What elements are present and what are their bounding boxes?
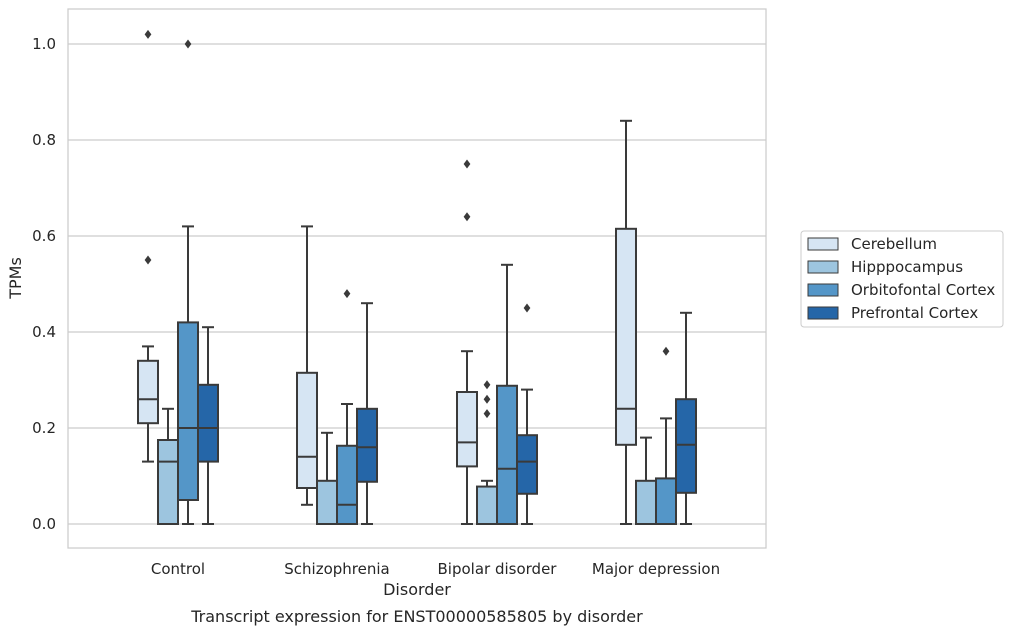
box <box>655 477 677 525</box>
legend: Cerebellum Hipppocampus Orbitofontal Corte… <box>800 230 1004 328</box>
outlier-point <box>144 29 152 39</box>
outlier-point <box>463 212 471 222</box>
y-axis-title: TPMs <box>6 257 25 300</box>
box <box>177 321 199 501</box>
x-axis-ticks: Control Schizophrenia Bipolar disorder Majo… <box>151 560 720 578</box>
legend-entry-label: Orbitofontal Cortex <box>851 281 995 299</box>
legend-swatch <box>807 237 839 251</box>
y-tick-label: 0.0 <box>32 515 56 533</box>
y-tick-label: 0.2 <box>32 419 56 437</box>
series-orbitofontal-cortex <box>177 39 677 526</box>
legend-entry-label: Hipppocampus <box>851 258 963 276</box>
box <box>296 371 318 489</box>
y-tick-label: 0.4 <box>32 323 56 341</box>
outlier-point <box>483 380 491 390</box>
y-tick-label: 1.0 <box>32 35 56 53</box>
box <box>456 391 478 468</box>
x-tick-label: Control <box>151 560 205 578</box>
plot-area-frame <box>67 8 767 549</box>
legend-entry-label: Cerebellum <box>851 235 937 253</box>
legend-swatch <box>807 260 839 274</box>
x-axis-title: Disorder <box>383 580 451 599</box>
box <box>157 439 179 525</box>
figure-caption: Transcript expression for ENST0000058580… <box>190 607 643 626</box>
outlier-point <box>523 303 531 313</box>
box <box>496 384 518 526</box>
y-tick-label: 0.6 <box>32 227 56 245</box>
series-cerebellum <box>137 29 637 525</box>
legend-swatch <box>807 283 839 297</box>
outlier-point <box>463 159 471 169</box>
box <box>197 383 219 463</box>
legend-swatch <box>807 306 839 320</box>
y-tick-label: 0.8 <box>32 131 56 149</box>
series-prefrontal-cortex <box>197 302 697 525</box>
box <box>356 407 378 483</box>
box <box>137 359 159 425</box>
x-tick-label: Bipolar disorder <box>438 560 558 578</box>
box <box>336 444 358 526</box>
y-axis-ticks: 0.0 0.2 0.4 0.6 0.8 1.0 <box>32 35 56 533</box>
box <box>476 485 498 525</box>
box <box>316 479 338 525</box>
outlier-point <box>343 289 351 299</box>
legend-frame <box>800 230 1004 328</box>
outlier-point <box>483 394 491 404</box>
outlier-point <box>184 39 192 49</box>
legend-entry-label: Prefrontal Cortex <box>851 304 978 322</box>
x-tick-label: Major depression <box>592 560 720 578</box>
outlier-point <box>483 409 491 419</box>
outlier-point <box>662 346 670 356</box>
box-plot-series <box>137 29 697 526</box>
box <box>675 398 697 494</box>
series-hipppocampus <box>157 380 657 525</box>
box <box>635 479 657 525</box>
outlier-point <box>144 255 152 265</box>
x-tick-label: Schizophrenia <box>284 560 389 578</box>
box <box>615 227 637 446</box>
box <box>516 434 538 495</box>
